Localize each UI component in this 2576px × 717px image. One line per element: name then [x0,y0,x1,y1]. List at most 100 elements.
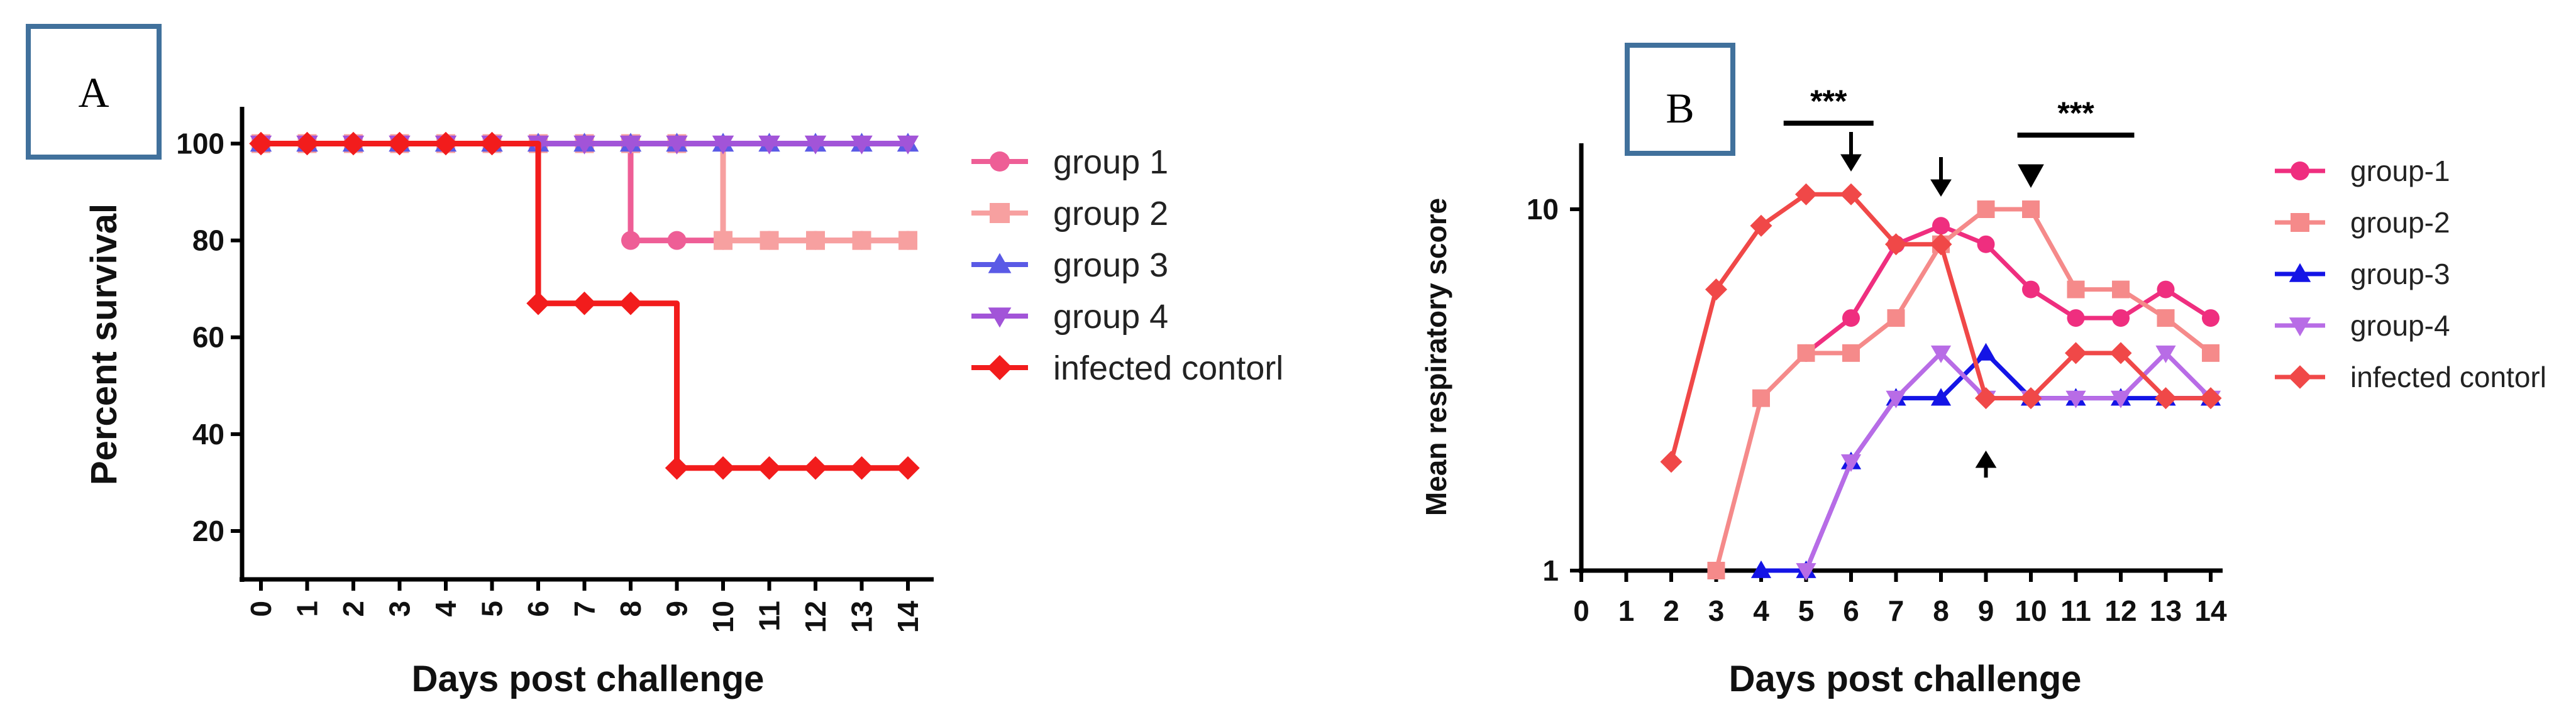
legend-item-group-4: group 4 [971,298,1168,336]
data-point [1840,183,1862,205]
y-tick-label: 100 [176,128,224,160]
legend-marker [2289,317,2311,337]
data-point [621,231,640,250]
data-point [758,135,780,155]
data-point [2022,200,2040,218]
x-tick-label: 11 [753,601,786,632]
data-point [1930,233,1952,256]
data-point [1660,451,1683,473]
data-point [804,135,827,155]
series-line [261,141,908,244]
y-tick-label: 80 [192,224,224,257]
x-tick-label: 12 [2104,594,2137,627]
x-tick-label: 7 [1888,594,1904,627]
data-point [665,456,689,480]
data-point [1750,214,1772,237]
legend-label: group-3 [2350,258,2450,290]
data-point [1977,235,1995,253]
legend-label: group 2 [1053,195,1168,233]
x-tick-label: 10 [2015,594,2047,627]
y-axis-title: Mean respiratory score [1420,198,1452,516]
y-tick-label: 60 [192,321,224,354]
series-group-2 [1707,200,2219,579]
data-point [896,456,920,480]
panel-b-label: B [1666,84,1694,132]
x-tick-label: 13 [846,601,878,633]
data-point [1975,387,1997,410]
data-point [1750,560,1772,578]
data-point [2199,387,2222,410]
y-tick-label: 10 [1527,193,1559,226]
x-tick-label: 11 [2060,594,2091,627]
x-tick-label: 2 [1663,594,1679,627]
panel-a-legend: group 1 group 2 group 3 group 4 infected con… [971,143,1283,387]
series-infected-contorl [249,131,920,480]
x-axis-title: Days post challenge [412,659,765,699]
x-tick-label: 6 [522,601,555,617]
legend-marker [988,253,1012,273]
data-point [898,231,917,250]
data-point [2155,345,2176,363]
legend-label: group-2 [2350,206,2450,239]
data-point [806,231,825,250]
legend-item-infected-contorl: infected contorl [2275,361,2546,393]
legend-marker [990,203,1010,223]
series-line [1805,223,2212,355]
data-point [714,231,732,250]
data-point [2065,342,2087,364]
y-tick-label: 20 [192,515,224,547]
data-point [1707,562,1725,579]
data-point [1752,389,1770,407]
data-point [849,456,874,480]
data-point [1840,454,1862,473]
data-point [1795,183,1817,205]
data-point [572,292,597,315]
data-point [711,456,735,480]
data-point [434,131,458,156]
arrowhead [2018,164,2044,189]
x-tick-label: 5 [476,601,509,617]
series-line [261,141,908,244]
legend-label: infected contorl [1053,349,1283,387]
data-point [757,456,782,480]
arrow-marker-up [1975,451,1997,478]
legend-item-group-1: group-1 [2275,155,2450,187]
x-tick-label: 1 [291,601,324,617]
legend-label: group-4 [2350,309,2450,342]
data-point [2067,309,2085,327]
data-point [1885,233,1907,256]
arrowhead [1840,154,1862,172]
data-point [573,135,595,155]
panel-b-legend: group-1 group-2 group-3 group-4 infected con… [2275,155,2546,393]
panel-a-label: A [78,68,109,116]
series-group-4 [1796,345,2221,581]
data-point [2157,309,2175,327]
legend-marker [2291,213,2309,232]
x-tick-label: 8 [1933,594,1949,627]
significance-stars: *** [1810,84,1847,119]
significance-stars: *** [2057,96,2094,131]
legend-label: group 1 [1053,143,1168,181]
legend-marker [990,151,1010,172]
data-point [249,131,273,156]
x-tick-label: 2 [337,601,370,617]
series-infected-contorl [1660,183,2222,473]
data-point [712,135,734,155]
data-point [2109,342,2132,364]
legend-label: group-1 [2350,155,2450,187]
data-point [480,131,504,156]
x-tick-label: 5 [1798,594,1815,627]
data-point [1976,342,1996,361]
data-point [852,231,871,250]
legend-label: group 4 [1053,298,1168,336]
significance-bracket: *** [2017,96,2135,138]
data-point [295,131,319,156]
x-tick-label: 12 [799,601,832,633]
y-tick-label: 40 [192,418,224,451]
legend-item-group-1: group 1 [971,143,1168,181]
data-point [341,131,365,156]
